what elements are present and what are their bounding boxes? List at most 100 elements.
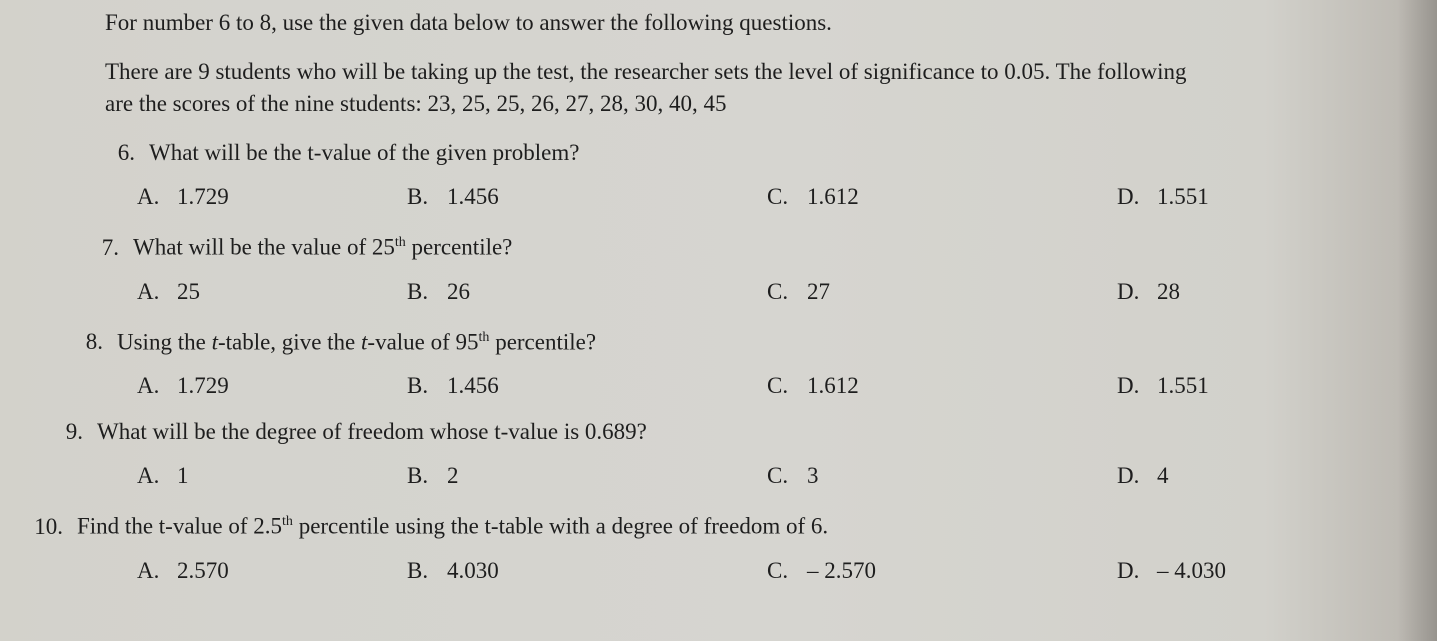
question-8-text: Using the t-table, give the t-value of 9… bbox=[117, 321, 596, 360]
q10-text-sup: th bbox=[282, 514, 293, 529]
context-line-1: There are 9 students who will be taking … bbox=[105, 59, 1187, 84]
q6-option-d-value: 1.551 bbox=[1157, 184, 1209, 210]
question-10-row: 10. Find the t-value of 2.5th percentile… bbox=[21, 505, 1355, 544]
option-label-a: A. bbox=[137, 463, 165, 489]
q8-option-b-value: 1.456 bbox=[447, 373, 499, 399]
question-6-text: What will be the t-value of the given pr… bbox=[149, 136, 579, 170]
option-label-c: C. bbox=[767, 463, 795, 489]
q8-text-post: percentile? bbox=[489, 329, 596, 354]
q6-option-a: A. 1.729 bbox=[137, 184, 407, 210]
q10-text-pre: Find the t-value of 2.5 bbox=[77, 514, 282, 539]
question-9-row: 9. What will be the degree of freedom wh… bbox=[41, 415, 1355, 449]
option-label-b: B. bbox=[407, 558, 435, 584]
q6-option-c-value: 1.612 bbox=[807, 184, 859, 210]
question-7-row: 7. What will be the value of 25th percen… bbox=[77, 226, 1355, 265]
worksheet-page: For number 6 to 8, use the given data be… bbox=[0, 0, 1437, 641]
q7-option-c-value: 27 bbox=[807, 279, 830, 305]
question-6-number: 6. bbox=[93, 136, 149, 170]
q7-option-b: B. 26 bbox=[407, 279, 767, 305]
option-label-c: C. bbox=[767, 279, 795, 305]
q9-option-c-value: 3 bbox=[807, 463, 819, 489]
option-label-d: D. bbox=[1117, 463, 1145, 489]
question-9: 9. What will be the degree of freedom wh… bbox=[105, 415, 1355, 489]
option-label-d: D. bbox=[1117, 558, 1145, 584]
question-8-row: 8. Using the t-table, give the t-value o… bbox=[61, 321, 1355, 360]
question-10-options: A. 2.570 B. 4.030 C. – 2.570 D. – 4.030 bbox=[137, 558, 1355, 584]
q7-option-b-value: 26 bbox=[447, 279, 470, 305]
option-label-d: D. bbox=[1117, 279, 1145, 305]
option-label-b: B. bbox=[407, 184, 435, 210]
question-7-text: What will be the value of 25th percentil… bbox=[133, 226, 512, 265]
q9-option-b-value: 2 bbox=[447, 463, 459, 489]
question-6-row: 6. What will be the t-value of the given… bbox=[93, 136, 1355, 170]
q7-text-post: percentile? bbox=[406, 235, 513, 260]
q8-text-mid2: -value of 95 bbox=[367, 329, 478, 354]
q7-text-pre: What will be the value of 25 bbox=[133, 235, 395, 260]
q6-option-b-value: 1.456 bbox=[447, 184, 499, 210]
option-label-d: D. bbox=[1117, 373, 1145, 399]
q9-option-a-value: 1 bbox=[177, 463, 189, 489]
content-area: For number 6 to 8, use the given data be… bbox=[0, 0, 1355, 584]
q8-option-c-value: 1.612 bbox=[807, 373, 859, 399]
question-7-options: A. 25 B. 26 C. 27 D. 28 bbox=[137, 279, 1355, 305]
q9-option-a: A. 1 bbox=[137, 463, 407, 489]
option-label-b: B. bbox=[407, 463, 435, 489]
q10-option-a-value: 2.570 bbox=[177, 558, 229, 584]
q8-text-pre: Using the bbox=[117, 329, 212, 354]
q10-option-c: C. – 2.570 bbox=[767, 558, 1117, 584]
question-8-number: 8. bbox=[61, 325, 117, 359]
question-6: 6. What will be the t-value of the given… bbox=[105, 136, 1355, 210]
option-label-d: D. bbox=[1117, 184, 1145, 210]
question-10-number: 10. bbox=[21, 510, 77, 544]
option-label-b: B. bbox=[407, 279, 435, 305]
q10-option-b-value: 4.030 bbox=[447, 558, 499, 584]
q9-option-d: D. 4 bbox=[1117, 463, 1367, 489]
question-9-number: 9. bbox=[41, 415, 97, 449]
q7-text-sup: th bbox=[395, 235, 406, 250]
intro-text: For number 6 to 8, use the given data be… bbox=[105, 6, 1355, 40]
option-label-a: A. bbox=[137, 558, 165, 584]
question-8-options: A.1.729 B.1.456 C.1.612 D.1.551 bbox=[137, 373, 1355, 399]
context-text: There are 9 students who will be taking … bbox=[105, 56, 1305, 120]
q8-option-c: C.1.612 bbox=[767, 373, 1117, 399]
q7-option-a-value: 25 bbox=[177, 279, 200, 305]
q10-option-d-value: – 4.030 bbox=[1157, 558, 1226, 584]
q8-option-a-value: 1.729 bbox=[177, 373, 229, 399]
option-label-a: A. bbox=[137, 184, 165, 210]
q10-text-post: percentile using the t-table with a degr… bbox=[293, 514, 828, 539]
question-10: 10. Find the t-value of 2.5th percentile… bbox=[105, 505, 1355, 584]
q7-option-d-value: 28 bbox=[1157, 279, 1180, 305]
question-7-number: 7. bbox=[77, 231, 133, 265]
question-8: 8. Using the t-table, give the t-value o… bbox=[105, 321, 1355, 400]
q6-option-d: D. 1.551 bbox=[1117, 184, 1367, 210]
question-6-options: A. 1.729 B. 1.456 C. 1.612 D. 1.551 bbox=[137, 184, 1355, 210]
q6-option-a-value: 1.729 bbox=[177, 184, 229, 210]
q7-option-a: A. 25 bbox=[137, 279, 407, 305]
option-label-b: B. bbox=[407, 373, 435, 399]
q8-option-a: A. 1.729 bbox=[137, 373, 407, 399]
question-9-text: What will be the degree of freedom whose… bbox=[97, 415, 647, 449]
q8-text-mid: -table, give the bbox=[218, 329, 361, 354]
option-label-a: A. bbox=[137, 373, 165, 399]
q8-text-sup: th bbox=[479, 330, 490, 345]
q6-option-b: B. 1.456 bbox=[407, 184, 767, 210]
q9-option-b: B. 2 bbox=[407, 463, 767, 489]
question-9-options: A. 1 B. 2 C. 3 D. 4 bbox=[137, 463, 1355, 489]
q8-option-b: B. 1.456 bbox=[407, 373, 767, 399]
page-edge-shadow bbox=[1397, 0, 1437, 641]
q6-option-c: C. 1.612 bbox=[767, 184, 1117, 210]
q7-option-c: C. 27 bbox=[767, 279, 1117, 305]
q10-option-a: A. 2.570 bbox=[137, 558, 407, 584]
q10-option-d: D. – 4.030 bbox=[1117, 558, 1367, 584]
question-10-text: Find the t-value of 2.5th percentile usi… bbox=[77, 505, 828, 544]
question-7: 7. What will be the value of 25th percen… bbox=[105, 226, 1355, 305]
q9-option-c: C. 3 bbox=[767, 463, 1117, 489]
q7-option-d: D. 28 bbox=[1117, 279, 1367, 305]
option-label-c: C. bbox=[767, 184, 795, 210]
q9-option-d-value: 4 bbox=[1157, 463, 1169, 489]
option-label-a: A. bbox=[137, 279, 165, 305]
q10-option-c-value: – 2.570 bbox=[807, 558, 876, 584]
option-label-c: C. bbox=[767, 558, 795, 584]
q8-option-d: D.1.551 bbox=[1117, 373, 1367, 399]
context-line-2: are the scores of the nine students: 23,… bbox=[105, 91, 727, 116]
